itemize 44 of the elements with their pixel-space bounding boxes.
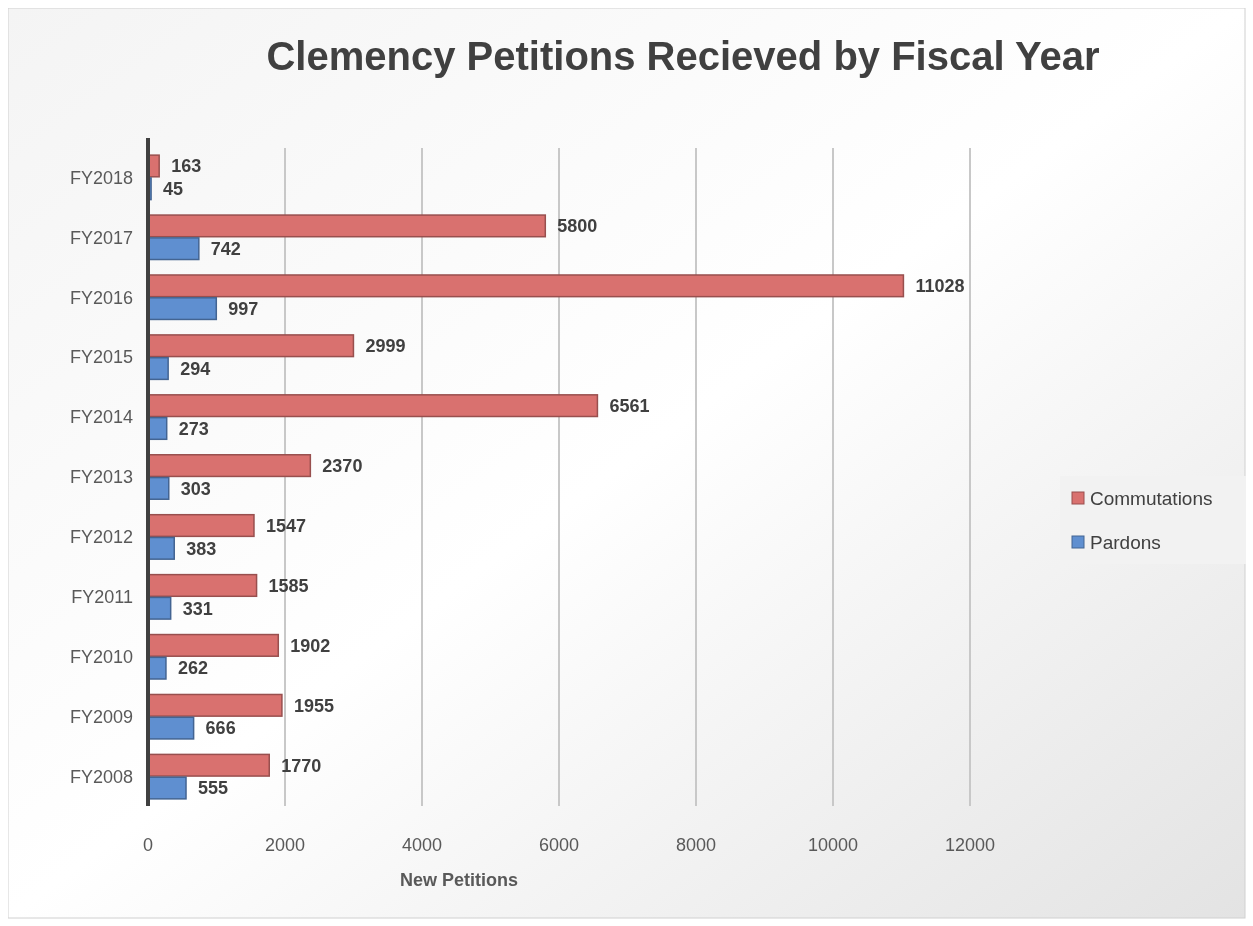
y-tick-label: FY2011 [71,587,133,608]
legend-label: Pardons [1090,531,1161,553]
data-label: 6561 [609,395,650,416]
data-label: 262 [177,658,208,679]
y-tick-label: FY2015 [69,347,133,368]
x-tick-label: 12000 [944,835,996,855]
data-label: 997 [228,298,259,319]
y-tick-label: FY2010 [69,647,133,668]
chart-title: Clemency Petitions Recieved by Fiscal Year [266,34,1100,78]
data-label: 742 [210,238,241,259]
data-label: 1585 [268,575,309,596]
data-label: 1770 [281,755,322,776]
y-tick-label: FY2016 [69,287,133,308]
data-label: 1902 [290,635,331,656]
y-tick-label: FY2014 [69,407,133,428]
y-tick-label: FY2013 [69,467,133,488]
x-tick-label: 2000 [264,835,306,855]
data-label: 2999 [365,336,406,357]
data-label: 294 [180,358,211,379]
data-label: 331 [182,598,213,619]
x-tick-label: 0 [142,835,154,855]
data-label: 2370 [322,455,363,476]
data-label: 5800 [557,216,598,237]
data-label: 1547 [265,515,307,536]
data-label: 303 [180,478,211,499]
data-label: 383 [186,538,217,559]
data-label: 666 [205,718,236,739]
y-tick-label: FY2009 [69,707,133,728]
x-tick-label: 10000 [807,835,859,855]
x-axis-title: New Petitions [399,870,519,890]
y-tick-label: FY2018 [69,167,133,188]
x-tick-label: 4000 [401,835,443,855]
y-tick-label: FY2008 [69,766,133,787]
legend-label: Commutations [1090,487,1213,509]
y-tick-label: FY2017 [69,227,133,248]
data-label: 1955 [293,695,334,716]
data-label: 273 [178,418,209,439]
x-tick-label: 8000 [675,835,717,855]
data-label: 11028 [915,276,965,297]
data-label: 163 [171,156,202,177]
data-label: 45 [163,179,184,200]
x-tick-label: 6000 [538,835,580,855]
y-tick-label: FY2012 [69,527,133,548]
data-label: 555 [198,778,229,799]
